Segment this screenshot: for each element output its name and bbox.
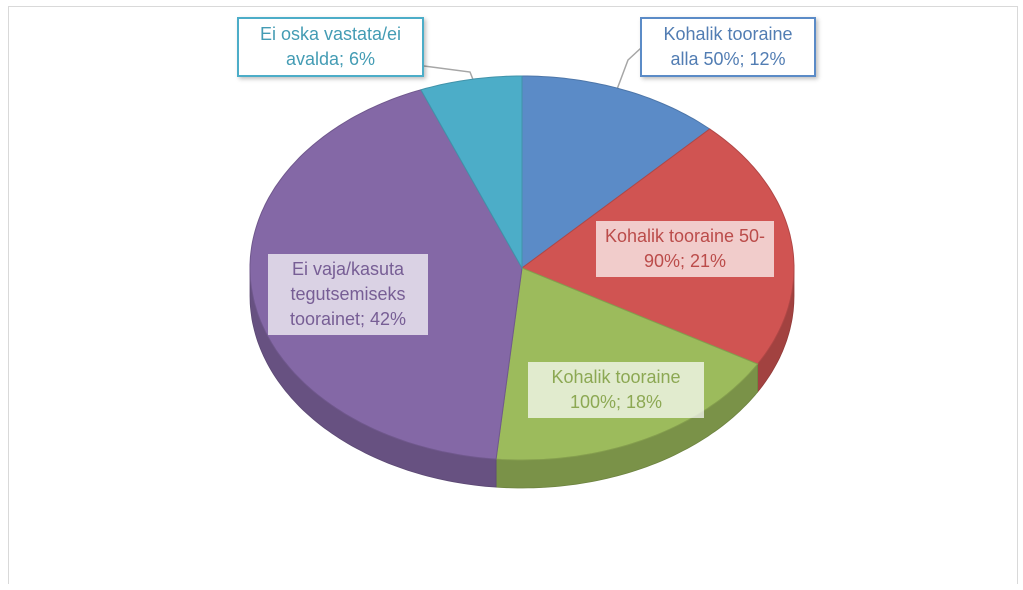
leader-line	[615, 47, 642, 93]
label-part: 18%	[626, 392, 663, 412]
label-part: ;	[339, 49, 350, 69]
pie-slice	[521, 75, 711, 269]
label-part: ;	[679, 251, 690, 271]
label-part: Kohalik tooraine 100%	[551, 367, 681, 412]
label-part: Ei oska vastata/ei avalda	[259, 24, 402, 69]
label-part: ;	[616, 392, 627, 412]
data-label: Kohalik tooraine 100%; 18%	[528, 362, 704, 418]
label-part: 12%	[749, 49, 786, 69]
data-label: Ei vaja/kasuta tegutsemiseks toorainet; …	[268, 254, 428, 335]
label-part: Kohalik tooraine alla 50%	[663, 24, 793, 69]
label-part: 42%	[370, 309, 407, 329]
data-label: Kohalik tooraine alla 50%; 12%	[640, 17, 816, 77]
chart-frame	[8, 6, 1018, 584]
label-part: 6%	[349, 49, 376, 69]
label-part: Kohalik tooraine 50-90%	[604, 226, 766, 271]
label-part: Ei vaja/kasuta tegutsemiseks toorainet	[289, 259, 406, 329]
label-part: ;	[739, 49, 750, 69]
data-label: Ei oska vastata/ei avalda; 6%	[237, 17, 424, 77]
pie-slice	[420, 75, 523, 270]
label-part: ;	[360, 309, 371, 329]
data-label: Kohalik tooraine 50-90%; 21%	[596, 221, 774, 277]
label-part: 21%	[690, 251, 727, 271]
